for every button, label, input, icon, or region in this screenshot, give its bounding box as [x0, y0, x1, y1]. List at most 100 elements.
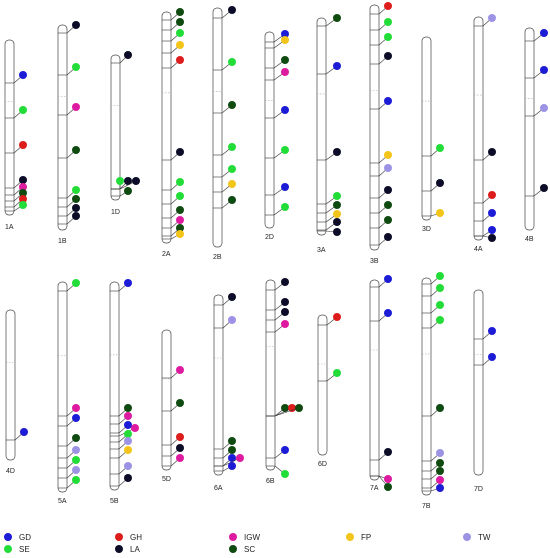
qtl-dot [72, 466, 80, 474]
chromosome: 4D [5, 309, 28, 475]
chromosome-bar [473, 16, 484, 241]
qtl-dot [72, 103, 80, 111]
qtl-dot [176, 18, 184, 26]
chromosome-bar [109, 281, 120, 491]
qtl-dot [176, 454, 184, 462]
qtl-dot [176, 178, 184, 186]
qtl-dot [436, 449, 444, 457]
qtl-dot [124, 412, 132, 420]
qtl-dot [333, 228, 341, 236]
qtl-dot [384, 186, 392, 194]
qtl-dot [124, 446, 132, 454]
qtl-dot [281, 308, 289, 316]
chromosome-bar [316, 17, 327, 236]
qtl-dot [124, 430, 132, 438]
qtl-dot [384, 216, 392, 224]
qtl-dot [384, 97, 392, 105]
legend-label: IGW [244, 533, 260, 542]
chromosome-bar [369, 279, 380, 481]
qtl-dot [436, 459, 444, 467]
qtl-dot [72, 21, 80, 29]
legend-label: LA [130, 545, 140, 553]
chromosome-bar [421, 277, 432, 496]
chromosome: 2B [212, 6, 236, 261]
legend-swatch [229, 545, 237, 553]
qtl-dot [19, 141, 27, 149]
qtl-dot [281, 183, 289, 191]
legend-swatch [463, 533, 471, 541]
chromosome: 6B [265, 278, 303, 485]
qtl-dot [384, 164, 392, 172]
qtl-dot [281, 446, 289, 454]
chromosome-label: 2B [213, 254, 222, 261]
qtl-dot [436, 301, 444, 309]
qtl-dot [333, 148, 341, 156]
qtl-dot [72, 186, 80, 194]
qtl-dot [124, 187, 132, 195]
chromosome-bar [5, 309, 16, 461]
qtl-dot [281, 298, 289, 306]
qtl-dot [72, 456, 80, 464]
chromosome: 2A [161, 8, 184, 258]
qtl-dot [436, 484, 444, 492]
qtl-dot [384, 233, 392, 241]
legend-swatch [115, 533, 123, 541]
qtl-dot [19, 176, 27, 184]
qtl-dot [228, 293, 236, 301]
qtl-dot [384, 275, 392, 283]
qtl-dot [176, 8, 184, 16]
qtl-dot [281, 68, 289, 76]
qtl-dot [228, 165, 236, 173]
legend-label: GH [130, 533, 142, 542]
qtl-dot [124, 474, 132, 482]
legend-swatch [4, 545, 12, 553]
qtl-dot [72, 63, 80, 71]
qtl-dot [19, 71, 27, 79]
qtl-connector [274, 407, 300, 417]
qtl-dot [333, 210, 341, 218]
chromosome: 4A [473, 14, 496, 253]
qtl-dot [333, 62, 341, 70]
chromosome-label: 1D [111, 209, 120, 216]
qtl-dot [488, 209, 496, 217]
qtl-dot [488, 191, 496, 199]
qtl-dot [436, 467, 444, 475]
qtl-dot [228, 196, 236, 204]
legend-label: SC [244, 545, 255, 553]
qtl-dot [228, 446, 236, 454]
chromosome-label: 1B [58, 238, 67, 245]
chromosome-label: 2D [265, 234, 274, 241]
qtl-dot [281, 146, 289, 154]
qtl-dot [288, 404, 296, 412]
qtl-dot [228, 143, 236, 151]
qtl-dot [436, 316, 444, 324]
qtl-dot [124, 177, 132, 185]
qtl-dot [333, 14, 341, 22]
qtl-dot [436, 144, 444, 152]
chromosome: 2D [264, 30, 289, 241]
qtl-dot [281, 203, 289, 211]
chromosome: 5A [57, 279, 80, 505]
chromosome-label: 7A [370, 485, 379, 492]
qtl-dot [488, 148, 496, 156]
chromosome: 7A [369, 275, 392, 492]
chromosome: 1D [110, 51, 140, 216]
qtl-dot [20, 428, 28, 436]
qtl-dot [176, 433, 184, 441]
chromosome: 3A [316, 14, 341, 254]
qtl-dot [333, 313, 341, 321]
chromosome-bar [161, 11, 172, 244]
chromosome-bar [264, 31, 275, 229]
qtl-dot [488, 226, 496, 234]
chromosome: 7D [473, 289, 496, 493]
chromosome-label: 6B [266, 478, 275, 485]
qtl-dot [124, 279, 132, 287]
chromosome: 5D [161, 329, 184, 483]
qtl-dot [540, 66, 548, 74]
chromosome-label: 4A [474, 246, 483, 253]
qtl-dot [488, 234, 496, 242]
chromosome-bar [57, 24, 68, 231]
qtl-dot [19, 195, 27, 203]
qtl-dot [72, 279, 80, 287]
legend-label: SE [19, 545, 30, 553]
